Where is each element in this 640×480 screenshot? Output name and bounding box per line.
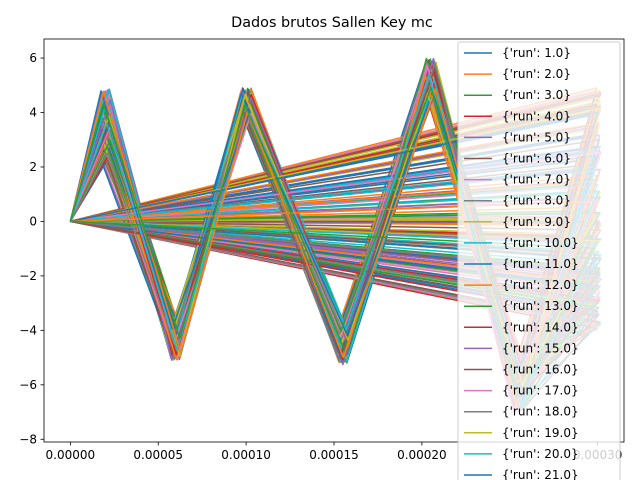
legend-entry: {'run': 21.0}: [502, 468, 579, 480]
y-tick-label: −6: [19, 378, 37, 392]
legend-entry: {'run': 13.0}: [502, 299, 579, 313]
legend-entry: {'run': 5.0}: [502, 130, 571, 144]
x-tick-label: 0.00000: [46, 448, 96, 462]
legend-entry: {'run': 19.0}: [502, 426, 579, 440]
legend-entry: {'run': 14.0}: [502, 320, 579, 334]
legend-entry: {'run': 15.0}: [502, 341, 579, 355]
legend: {'run': 1.0} {'run': 2.0} {'run': 3.0} {'ru…: [457, 41, 621, 480]
y-tick-label: −2: [19, 269, 37, 283]
legend-entry: {'run': 4.0}: [502, 109, 571, 123]
legend-entry: {'run': 6.0}: [502, 152, 571, 166]
legend-entry: {'run': 10.0}: [502, 236, 579, 250]
legend-entry: {'run': 1.0}: [502, 46, 571, 60]
y-tick-label: 0: [29, 214, 37, 228]
y-tick-label: −8: [19, 432, 37, 446]
legend-entry: {'run': 16.0}: [502, 363, 579, 377]
legend-entry: {'run': 11.0}: [502, 257, 579, 271]
legend-entry: {'run': 20.0}: [502, 447, 579, 461]
legend-entry: {'run': 9.0}: [502, 215, 571, 229]
chart-title: Dados brutos Sallen Key mc: [231, 15, 433, 31]
y-tick-label: 4: [29, 106, 37, 120]
x-tick-label: 0.00010: [221, 448, 271, 462]
legend-entry: {'run': 8.0}: [502, 194, 571, 208]
legend-entry: {'run': 12.0}: [502, 278, 579, 292]
legend-entry: {'run': 7.0}: [502, 173, 571, 187]
legend-entry: {'run': 17.0}: [502, 384, 579, 398]
y-tick-label: 6: [29, 51, 37, 65]
legend-entry: {'run': 18.0}: [502, 405, 579, 419]
legend-entry: {'run': 2.0}: [502, 67, 571, 81]
axes: 0.000000.000050.000100.000150.000200.000…: [19, 38, 625, 462]
y-tick-label: 2: [29, 160, 37, 174]
x-tick-label: 0.00015: [309, 448, 359, 462]
y-tick-label: −4: [19, 323, 37, 337]
legend-box: [457, 41, 621, 480]
legend-entry: {'run': 3.0}: [502, 88, 571, 102]
x-tick-label: 0.00005: [133, 448, 183, 462]
x-tick-label: 0.00020: [397, 448, 447, 462]
